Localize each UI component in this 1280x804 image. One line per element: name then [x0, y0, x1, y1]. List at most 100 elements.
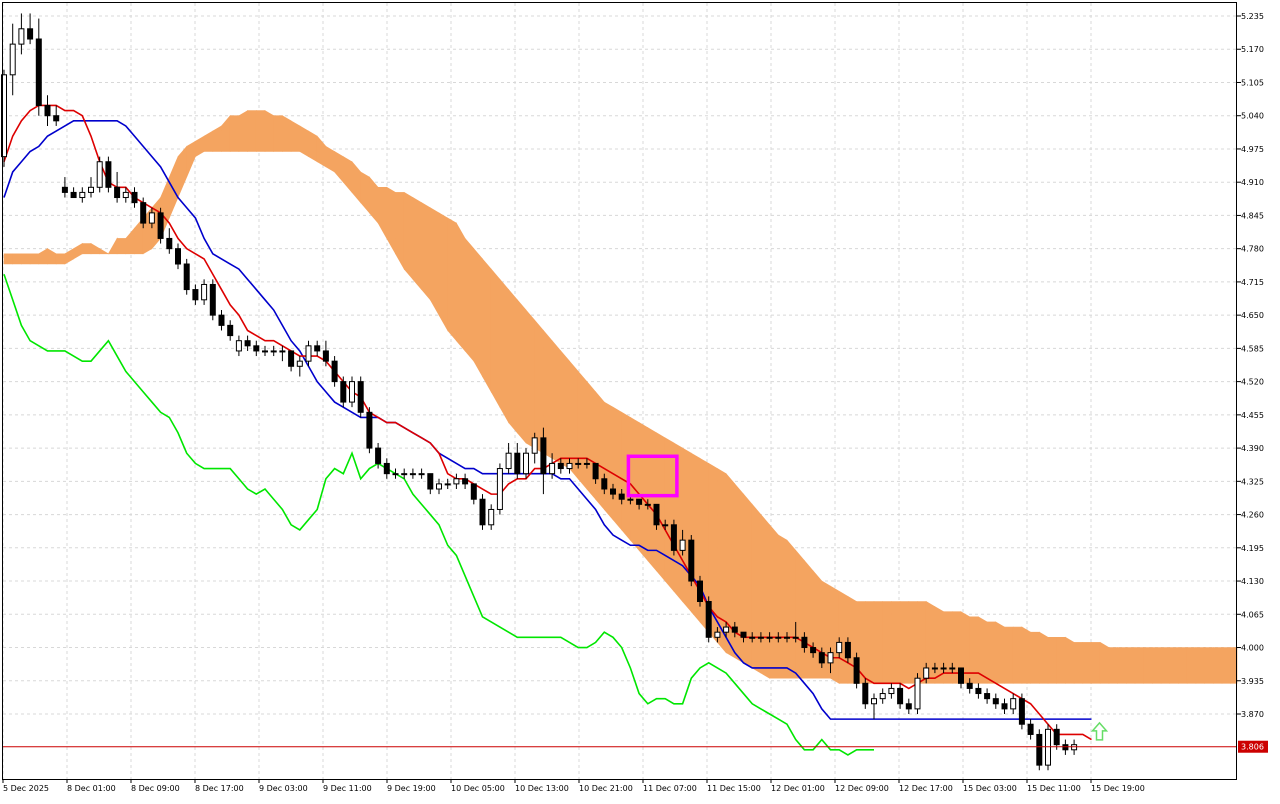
candle[interactable] [227, 320, 234, 341]
candle[interactable] [201, 279, 208, 305]
candle[interactable] [131, 187, 138, 208]
candle[interactable] [305, 340, 312, 367]
candle[interactable] [975, 683, 982, 699]
candle[interactable] [610, 483, 616, 500]
candle[interactable] [505, 442, 512, 474]
candle[interactable] [470, 483, 477, 505]
candle[interactable] [105, 156, 112, 193]
candle[interactable] [592, 462, 599, 484]
candle[interactable] [531, 432, 538, 464]
candle[interactable] [409, 468, 416, 479]
candle[interactable] [383, 458, 390, 479]
candle[interactable] [1062, 739, 1069, 755]
candle[interactable] [18, 13, 25, 55]
candle[interactable] [1045, 724, 1051, 771]
candle[interactable] [792, 621, 799, 643]
candle[interactable] [740, 631, 747, 643]
candle[interactable] [375, 442, 382, 469]
candle[interactable] [436, 478, 442, 495]
candle[interactable] [1053, 724, 1060, 750]
time-axis[interactable]: 5 Dec 2025 8 Dec 01:00 8 Dec 09:00 8 Dec 17… [2, 779, 1145, 793]
candle[interactable] [549, 453, 556, 479]
candle[interactable] [697, 575, 703, 607]
candle[interactable] [1, 69, 7, 167]
candle[interactable] [53, 105, 60, 126]
candle[interactable] [853, 652, 860, 689]
candle[interactable] [844, 637, 851, 663]
candle[interactable] [279, 345, 286, 362]
candle[interactable] [514, 442, 521, 479]
candle[interactable] [114, 171, 121, 203]
candle[interactable] [122, 187, 129, 203]
candle[interactable] [810, 642, 817, 658]
candle[interactable] [931, 662, 938, 674]
price-axis[interactable]: 5.235 5.170 5.105 5.040 4.975 4.910 4.845 4.780… [1237, 12, 1264, 719]
candle[interactable] [288, 350, 295, 372]
candle[interactable] [523, 448, 529, 479]
candle[interactable] [157, 207, 164, 244]
candle[interactable] [392, 468, 399, 479]
candle[interactable] [496, 463, 503, 515]
candle[interactable] [192, 284, 199, 305]
candle[interactable] [949, 662, 956, 674]
candlesticks[interactable] [1, 13, 1078, 771]
candle[interactable] [1071, 739, 1078, 755]
candle[interactable] [209, 279, 216, 321]
candle[interactable] [775, 632, 782, 643]
candle[interactable] [705, 596, 712, 643]
candle[interactable] [44, 95, 51, 126]
candle[interactable] [331, 356, 338, 387]
candle[interactable] [453, 473, 460, 490]
candle[interactable] [35, 18, 42, 116]
candle[interactable] [827, 647, 834, 674]
candle[interactable] [836, 637, 843, 658]
candle[interactable] [9, 23, 16, 96]
candle[interactable] [314, 340, 321, 357]
candle[interactable] [688, 535, 695, 587]
candle[interactable] [270, 345, 277, 357]
candle[interactable] [427, 473, 434, 495]
candle[interactable] [818, 647, 825, 668]
candle[interactable] [879, 688, 886, 704]
candle[interactable] [757, 632, 764, 643]
candle[interactable] [966, 678, 973, 694]
candle[interactable] [731, 621, 738, 638]
candle[interactable] [940, 662, 947, 674]
candle[interactable] [1036, 729, 1043, 771]
candle[interactable] [88, 177, 94, 198]
candle[interactable] [992, 693, 999, 709]
candle[interactable] [557, 458, 564, 474]
candle[interactable] [349, 376, 355, 408]
candle[interactable] [340, 376, 347, 408]
candle[interactable] [296, 356, 303, 377]
candle[interactable] [140, 197, 147, 229]
candle[interactable] [566, 458, 573, 474]
candle[interactable] [575, 458, 582, 469]
candle[interactable] [27, 13, 34, 45]
candle[interactable] [714, 627, 721, 643]
candle[interactable] [862, 678, 869, 709]
candle[interactable] [444, 478, 451, 490]
candle[interactable] [357, 376, 364, 418]
candle[interactable] [253, 340, 260, 357]
candle[interactable] [70, 187, 77, 199]
candle[interactable] [183, 258, 190, 295]
candle[interactable] [636, 498, 643, 510]
candle[interactable] [679, 529, 686, 556]
candle[interactable] [923, 662, 930, 684]
candle[interactable] [670, 519, 677, 556]
candle[interactable] [61, 177, 68, 198]
candle[interactable] [479, 494, 486, 530]
candle[interactable] [897, 683, 904, 709]
candle[interactable] [888, 683, 895, 699]
candle[interactable] [418, 468, 425, 479]
candle[interactable] [958, 667, 964, 689]
candle[interactable] [601, 473, 608, 495]
candle[interactable] [244, 335, 251, 351]
candle[interactable] [618, 489, 625, 505]
candle[interactable] [175, 243, 181, 270]
candle[interactable] [366, 407, 373, 454]
candle[interactable] [79, 187, 86, 203]
candle[interactable] [905, 698, 912, 714]
